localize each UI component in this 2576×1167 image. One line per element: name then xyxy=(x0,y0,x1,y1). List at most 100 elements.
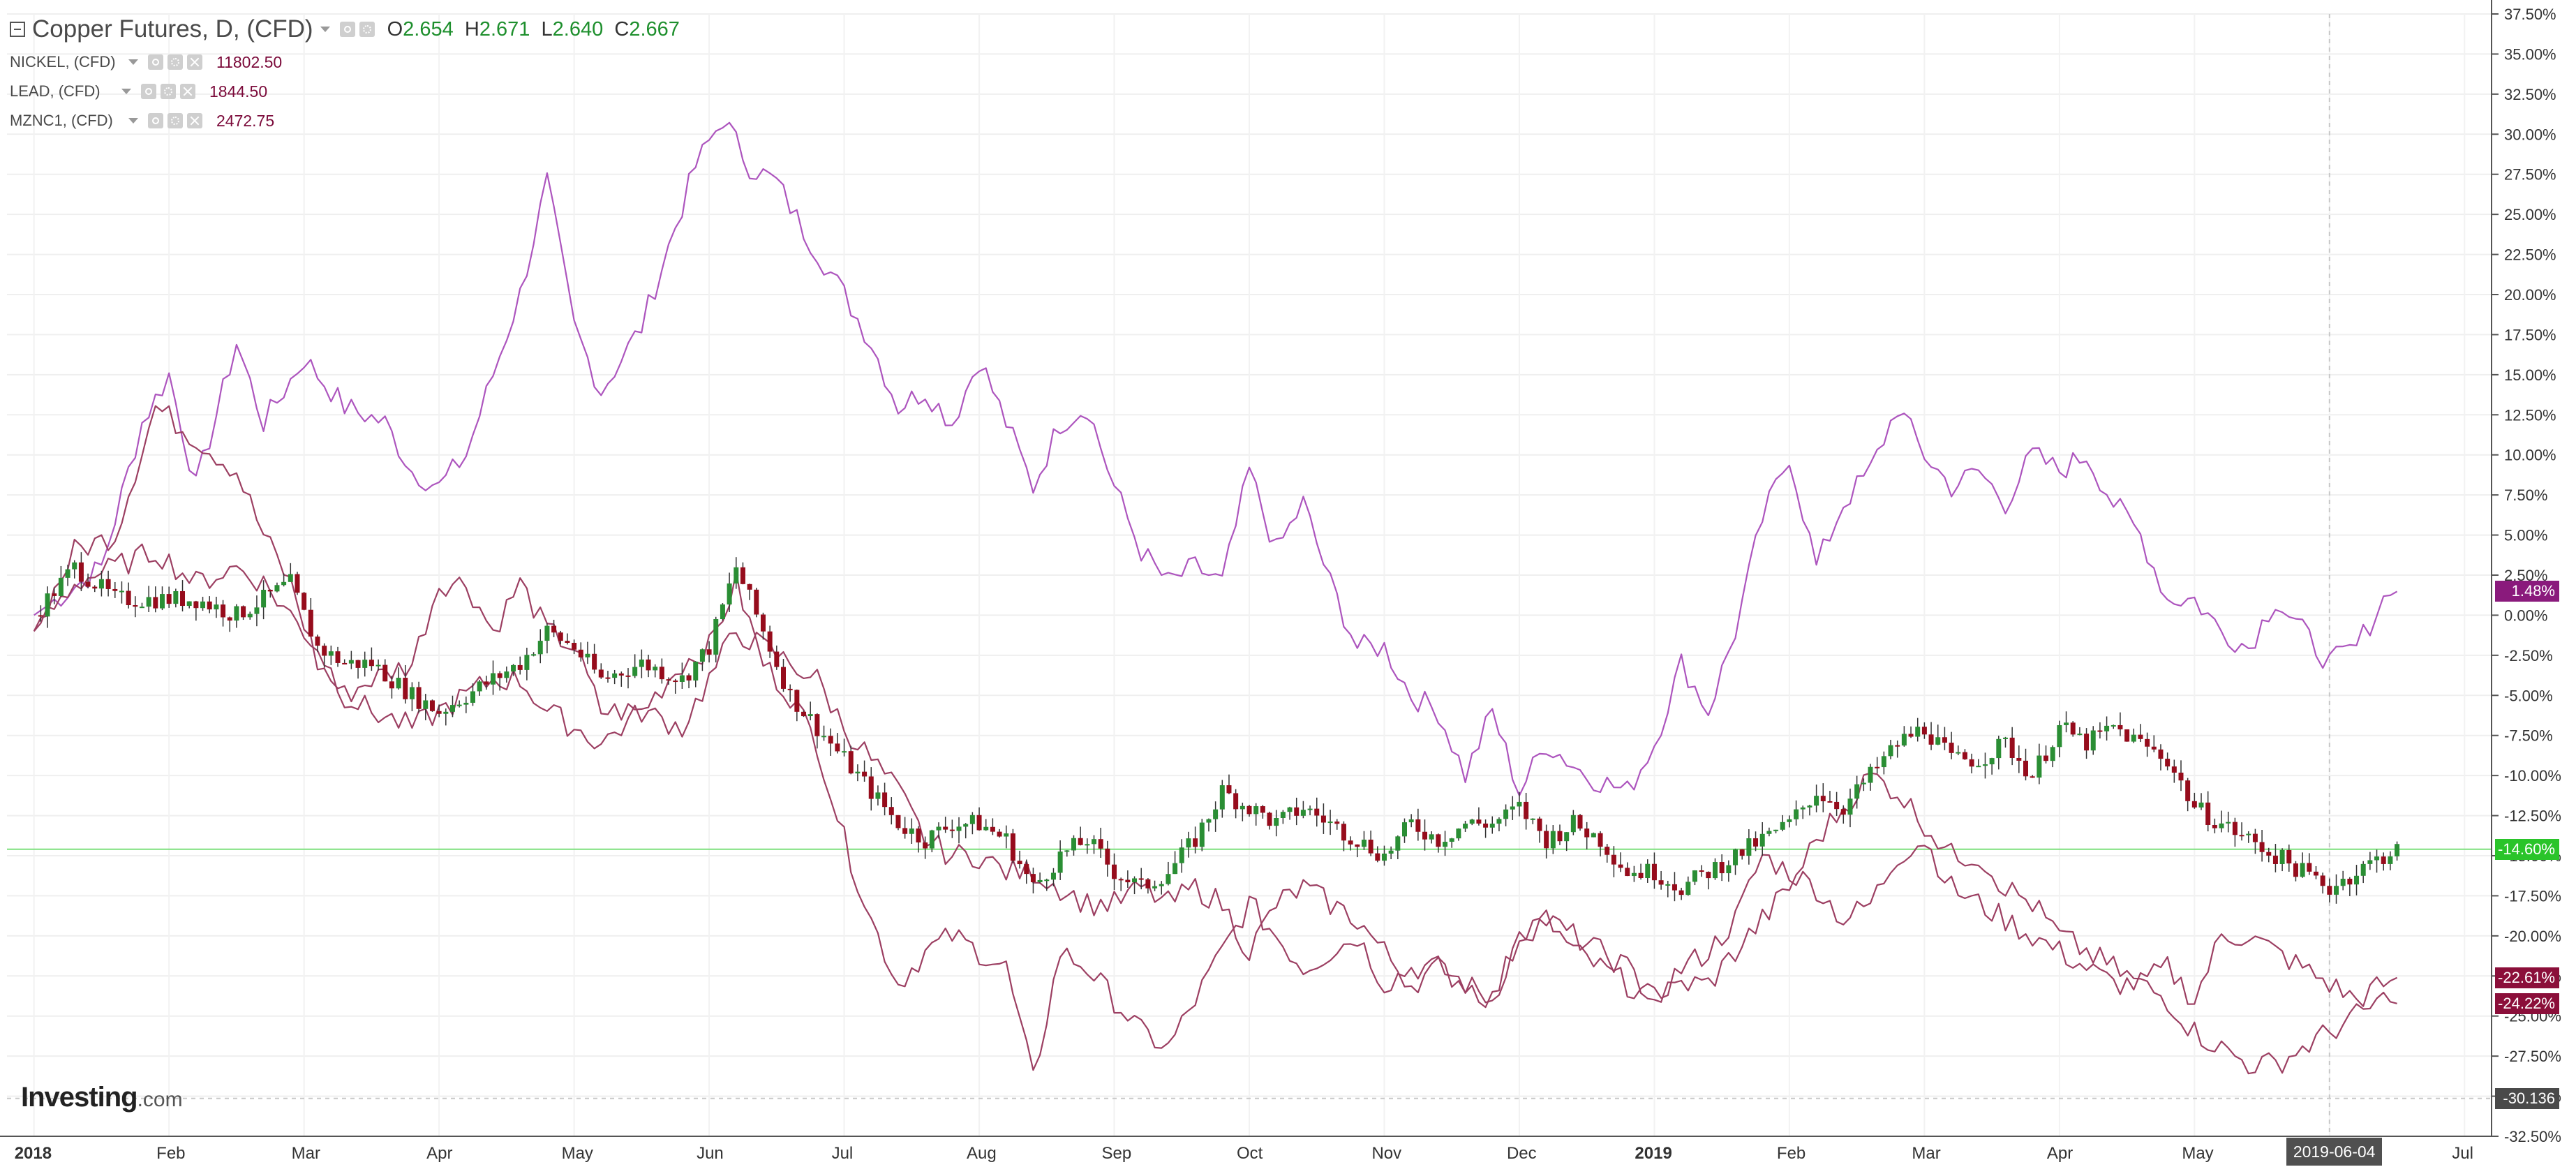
candle-down xyxy=(1875,766,1880,768)
candle-down xyxy=(92,586,98,589)
candle-up xyxy=(65,569,70,578)
candle-down xyxy=(1125,879,1131,883)
candle-down xyxy=(1598,833,1603,847)
candle-down xyxy=(828,736,833,744)
y-tick-label: 7.50% xyxy=(2504,486,2547,504)
candle-up xyxy=(929,830,935,849)
gear-icon[interactable] xyxy=(167,54,183,70)
close-label: C xyxy=(614,17,630,40)
x-tick-label: Jul xyxy=(2452,1144,2473,1163)
candle-down xyxy=(2313,871,2318,876)
candle-up xyxy=(1570,815,1576,833)
candle-layer xyxy=(38,552,2400,904)
eye-icon[interactable] xyxy=(141,84,156,99)
candle-down xyxy=(572,642,577,650)
candle-down xyxy=(193,601,199,609)
candle-up xyxy=(274,585,280,592)
candle-down xyxy=(38,615,43,617)
last-value-badge-copper: -14.60% xyxy=(2495,838,2559,860)
investing-logo[interactable]: Investing.com xyxy=(21,1082,183,1113)
candle-up xyxy=(693,661,699,681)
candle-up xyxy=(200,601,206,609)
chevron-down-icon[interactable] xyxy=(128,118,138,124)
candle-up xyxy=(1976,766,1981,768)
candle-up xyxy=(1794,809,1799,819)
candle-down xyxy=(1483,823,1489,828)
x-tick-label: Mar xyxy=(292,1144,320,1163)
candle-up xyxy=(1989,758,1995,765)
candle-up xyxy=(1166,874,1171,884)
candle-down xyxy=(659,667,664,680)
candle-down xyxy=(180,590,186,607)
candle-up xyxy=(639,659,644,667)
grid-layer xyxy=(7,13,2492,1137)
candle-up xyxy=(1510,806,1515,810)
series-value-nickel: 11802.50 xyxy=(216,52,283,71)
x-tick-label: Sep xyxy=(1102,1144,1132,1163)
collapse-icon[interactable] xyxy=(10,22,25,37)
series-line-zinc xyxy=(33,543,2397,1075)
gear-icon[interactable] xyxy=(359,22,375,37)
eye-icon[interactable] xyxy=(148,113,163,128)
candle-down xyxy=(949,829,955,831)
chevron-down-icon[interactable] xyxy=(320,27,330,32)
candle-up xyxy=(2226,822,2231,824)
close-icon[interactable] xyxy=(187,113,202,128)
candle-up xyxy=(2057,724,2062,748)
candle-down xyxy=(1078,838,1083,845)
candle-up xyxy=(1064,850,1070,852)
y-tick-label: -2.50% xyxy=(2504,647,2553,664)
candle-down xyxy=(1584,828,1590,838)
candle-down xyxy=(2381,856,2386,864)
candle-down xyxy=(1098,839,1103,849)
y-tick-label: -12.50% xyxy=(2504,808,2561,825)
candle-up xyxy=(963,824,969,827)
candle-down xyxy=(2347,879,2353,885)
close-icon[interactable] xyxy=(187,54,202,70)
candle-up xyxy=(713,618,719,655)
candle-up xyxy=(1550,831,1556,849)
high-label: H xyxy=(464,17,479,40)
candle-up xyxy=(1496,819,1502,824)
legend: Copper Futures, D, (CFD) O2.654 H2.671 L… xyxy=(10,11,680,135)
candle-down xyxy=(335,651,341,663)
chevron-down-icon[interactable] xyxy=(121,89,131,94)
candle-up xyxy=(1280,812,1286,818)
last-value-badge-zinc: -24.22% xyxy=(2495,993,2559,1014)
candle-down xyxy=(2023,760,2028,777)
candle-up xyxy=(1956,752,1961,754)
candle-down xyxy=(848,751,854,774)
candle-down xyxy=(551,625,557,633)
last-value-badge-lead: -22.61% xyxy=(2495,967,2559,988)
candle-up xyxy=(261,590,267,608)
close-icon[interactable] xyxy=(180,84,195,99)
candle-down xyxy=(1314,808,1320,816)
gear-icon[interactable] xyxy=(161,84,176,99)
candle-down xyxy=(267,590,273,592)
candle-down xyxy=(923,842,928,849)
gear-icon[interactable] xyxy=(167,113,183,128)
candle-up xyxy=(1665,884,1671,886)
eye-icon[interactable] xyxy=(148,54,163,70)
y-tick-label: 35.00% xyxy=(2504,45,2556,63)
candle-down xyxy=(429,700,435,711)
candle-down xyxy=(1138,878,1144,880)
candle-down xyxy=(1834,801,1840,810)
candle-down xyxy=(2327,886,2332,895)
legend-row-zinc: MZNC1, (CFD) 2472.75 xyxy=(10,106,680,135)
candle-up xyxy=(58,577,64,596)
candle-up xyxy=(875,792,881,799)
candle-down xyxy=(1949,743,1954,753)
candle-down xyxy=(1820,796,1826,801)
eye-icon[interactable] xyxy=(339,22,355,37)
chevron-down-icon[interactable] xyxy=(128,59,138,65)
candle-up xyxy=(653,667,658,671)
candle-up xyxy=(1307,808,1313,810)
candle-up xyxy=(2279,849,2285,864)
candle-up xyxy=(1631,872,1637,877)
candle-up xyxy=(1861,782,1866,785)
y-tick-label: 32.50% xyxy=(2504,86,2556,103)
candle-up xyxy=(1219,785,1225,810)
